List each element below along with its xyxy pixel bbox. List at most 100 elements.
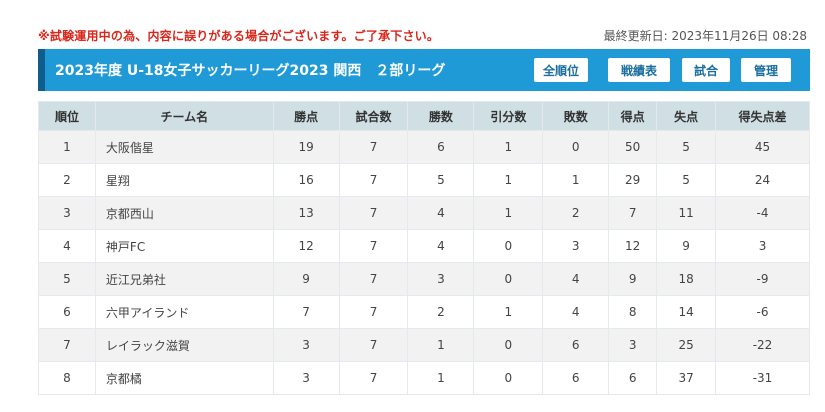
cell-points: 9 — [272, 262, 340, 296]
standings-button[interactable]: 全順位 — [534, 58, 588, 82]
cell-goals-against: 37 — [656, 361, 717, 395]
last-updated: 最終更新日: 2023年11月26日 08:28 — [603, 29, 807, 43]
cell-losses: 1 — [542, 163, 610, 197]
cell-goal-diff: 24 — [715, 163, 810, 197]
league-header: 2023年度 U-18女子サッカーリーグ2023 関西 ２部リーグ 全順位 戦績… — [38, 49, 810, 91]
table-row: 7 レイラック滋賀 3 7 1 0 6 3 25 -22 — [38, 328, 810, 362]
notice-text: ※試験運用中の為、内容に誤りがある場合がございます。ご了承下さい。 — [38, 29, 440, 43]
cell-goal-diff: 45 — [715, 130, 810, 164]
cell-team[interactable]: レイラック滋賀 — [94, 328, 274, 362]
cell-losses: 6 — [542, 361, 610, 395]
admin-button[interactable]: 管理 — [741, 58, 791, 82]
cell-points: 12 — [272, 229, 340, 263]
table-row: 2 星翔 16 7 5 1 1 29 5 24 — [38, 163, 810, 197]
cell-team[interactable]: 近江兄弟社 — [94, 262, 274, 296]
cell-draws: 1 — [473, 163, 544, 197]
table-row: 4 神戸FC 12 7 4 0 3 12 9 3 — [38, 229, 810, 263]
cell-team[interactable]: 京都橘 — [94, 361, 274, 395]
cell-points: 3 — [272, 361, 340, 395]
cell-team[interactable]: 神戸FC — [94, 229, 274, 263]
cell-losses: 4 — [542, 262, 610, 296]
cell-played: 7 — [338, 328, 409, 362]
cell-rank: 4 — [38, 229, 96, 263]
cell-goals-for: 50 — [608, 130, 658, 164]
col-points[interactable]: 勝点 — [272, 101, 340, 131]
cell-wins: 6 — [407, 130, 475, 164]
cell-goals-against: 9 — [656, 229, 717, 263]
cell-played: 7 — [338, 196, 409, 230]
cell-goals-against: 25 — [656, 328, 717, 362]
col-draws[interactable]: 引分数 — [473, 101, 544, 131]
cell-rank: 5 — [38, 262, 96, 296]
cell-rank: 3 — [38, 196, 96, 230]
cell-rank: 8 — [38, 361, 96, 395]
league-title: 2023年度 U-18女子サッカーリーグ2023 関西 ２部リーグ — [55, 63, 446, 79]
cell-goal-diff: -22 — [715, 328, 810, 362]
table-row: 5 近江兄弟社 9 7 3 0 4 9 18 -9 — [38, 262, 810, 296]
cell-draws: 0 — [473, 262, 544, 296]
cell-rank: 6 — [38, 295, 96, 329]
cell-points: 3 — [272, 328, 340, 362]
cell-rank: 7 — [38, 328, 96, 362]
cell-rank: 1 — [38, 130, 96, 164]
cell-team[interactable]: 星翔 — [94, 163, 274, 197]
cell-wins: 1 — [407, 361, 475, 395]
cell-goals-for: 7 — [608, 196, 658, 230]
cell-draws: 0 — [473, 361, 544, 395]
col-goal-diff[interactable]: 得失点差 — [715, 101, 810, 131]
col-losses[interactable]: 敗数 — [542, 101, 610, 131]
cell-goals-against: 14 — [656, 295, 717, 329]
cell-wins: 1 — [407, 328, 475, 362]
cell-played: 7 — [338, 361, 409, 395]
cell-losses: 2 — [542, 196, 610, 230]
col-goals-for[interactable]: 得点 — [608, 101, 658, 131]
cell-wins: 2 — [407, 295, 475, 329]
cell-points: 16 — [272, 163, 340, 197]
cell-draws: 1 — [473, 196, 544, 230]
cell-team[interactable]: 大阪偕星 — [94, 130, 274, 164]
cell-draws: 0 — [473, 229, 544, 263]
cell-goal-diff: -9 — [715, 262, 810, 296]
col-wins[interactable]: 勝数 — [407, 101, 475, 131]
cell-goal-diff: -6 — [715, 295, 810, 329]
cell-losses: 0 — [542, 130, 610, 164]
cell-goals-against: 5 — [656, 163, 717, 197]
cell-played: 7 — [338, 262, 409, 296]
cell-goals-against: 5 — [656, 130, 717, 164]
cell-goal-diff: 3 — [715, 229, 810, 263]
cell-goals-for: 9 — [608, 262, 658, 296]
cell-goals-for: 6 — [608, 361, 658, 395]
cell-goals-for: 8 — [608, 295, 658, 329]
cell-team[interactable]: 六甲アイランド — [94, 295, 274, 329]
header-accent — [38, 49, 45, 91]
table-row: 6 六甲アイランド 7 7 2 1 4 8 14 -6 — [38, 295, 810, 329]
cell-wins: 5 — [407, 163, 475, 197]
col-team[interactable]: チーム名 — [94, 101, 274, 131]
col-played[interactable]: 試合数 — [338, 101, 409, 131]
table-row: 1 大阪偕星 19 7 6 1 0 50 5 45 — [38, 130, 810, 164]
table-header-row: 順位 チーム名 勝点 試合数 勝数 引分数 敗数 得点 失点 得失点差 — [38, 101, 810, 131]
cell-draws: 0 — [473, 328, 544, 362]
table-row: 8 京都橘 3 7 1 0 6 6 37 -31 — [38, 361, 810, 395]
cell-played: 7 — [338, 229, 409, 263]
cell-losses: 4 — [542, 295, 610, 329]
cell-points: 19 — [272, 130, 340, 164]
cell-points: 13 — [272, 196, 340, 230]
standings-table: 順位 チーム名 勝点 試合数 勝数 引分数 敗数 得点 失点 得失点差 1 大阪偕… — [38, 101, 810, 395]
cell-losses: 3 — [542, 229, 610, 263]
cell-played: 7 — [338, 163, 409, 197]
matches-button[interactable]: 試合 — [682, 58, 730, 82]
cell-goal-diff: -4 — [715, 196, 810, 230]
cell-draws: 1 — [473, 295, 544, 329]
cell-points: 7 — [272, 295, 340, 329]
cell-wins: 4 — [407, 229, 475, 263]
cell-goals-for: 12 — [608, 229, 658, 263]
cell-goals-for: 29 — [608, 163, 658, 197]
results-table-button[interactable]: 戦績表 — [608, 58, 670, 82]
col-rank[interactable]: 順位 — [38, 101, 96, 131]
cell-draws: 1 — [473, 130, 544, 164]
table-row: 3 京都西山 13 7 4 1 2 7 11 -4 — [38, 196, 810, 230]
cell-team[interactable]: 京都西山 — [94, 196, 274, 230]
col-goals-against[interactable]: 失点 — [656, 101, 717, 131]
cell-wins: 3 — [407, 262, 475, 296]
